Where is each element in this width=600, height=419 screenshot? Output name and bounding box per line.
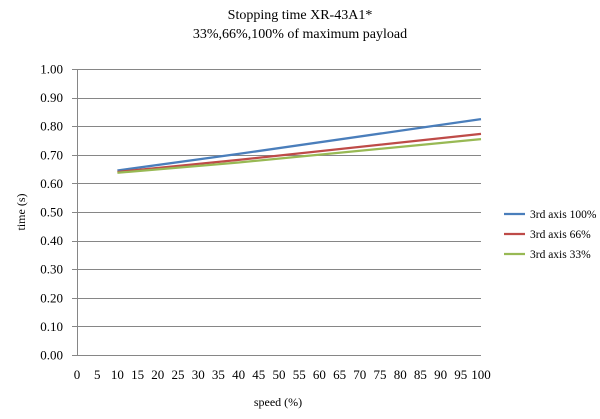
gridlines: [77, 69, 481, 327]
y-tick-label: 1.00: [40, 62, 63, 77]
x-tick-label: 10: [111, 367, 124, 382]
legend-label: 3rd axis 33%: [530, 249, 591, 261]
legend-label: 3rd axis 66%: [530, 229, 591, 241]
x-tick-label: 75: [374, 367, 387, 382]
x-axis-label: speed (%): [254, 395, 302, 409]
x-tick-label: 95: [454, 367, 467, 382]
y-tick-label: 0.40: [40, 233, 63, 248]
y-tick-label: 0.20: [40, 290, 63, 305]
x-tick-label: 55: [293, 367, 306, 382]
x-tick-label: 70: [353, 367, 366, 382]
series-lines: [117, 117, 482, 174]
legend-label: 3rd axis 100%: [530, 209, 597, 221]
series-line: [117, 117, 482, 172]
x-tick-labels: 0 5 10 15 20 25 30 35 40 45 50 55 60 65 70 75 80 85 90 95 10…: [74, 367, 491, 382]
axes: [72, 69, 481, 356]
x-tick-label: 80: [394, 367, 407, 382]
y-tick-label: 0.90: [40, 90, 63, 105]
x-tick-label: 100: [471, 367, 491, 382]
y-tick-label: 0.60: [40, 176, 63, 191]
y-tick-label: 0.50: [40, 205, 63, 220]
y-tick-label: 0.30: [40, 262, 63, 277]
x-tick-label: 45: [252, 367, 265, 382]
x-tick-label: 5: [94, 367, 101, 382]
x-tick-label: 25: [172, 367, 185, 382]
chart-subtitle: 33%,66%,100% of maximum payload: [193, 27, 407, 42]
x-tick-label: 15: [131, 367, 144, 382]
series-line: [117, 137, 482, 174]
series-line: [117, 132, 482, 174]
y-tick-label: 0.70: [40, 147, 63, 162]
y-axis-label: time (s): [14, 194, 28, 231]
x-tick-label: 50: [273, 367, 286, 382]
x-tick-label: 65: [333, 367, 346, 382]
x-tick-label: 60: [313, 367, 326, 382]
x-tick-label: 90: [434, 367, 447, 382]
x-tick-label: 30: [192, 367, 205, 382]
x-tick-label: 85: [414, 367, 427, 382]
y-tick-label: 0.80: [40, 119, 63, 134]
x-tick-label: 40: [232, 367, 245, 382]
chart-title: Stopping time XR-43A1*: [228, 8, 373, 23]
x-tick-label: 35: [212, 367, 225, 382]
y-tick-label: 0.00: [40, 348, 63, 363]
x-tick-label: 0: [74, 367, 81, 382]
legend: 3rd axis 100% 3rd axis 66% 3rd axis 33%: [504, 209, 597, 261]
x-tick-label: 20: [151, 367, 164, 382]
y-tick-label: 0.10: [40, 319, 63, 334]
y-tick-labels: 0.00 0.10 0.20 0.30 0.40 0.50 0.60 0.70 0.80 0.90…: [40, 62, 63, 363]
